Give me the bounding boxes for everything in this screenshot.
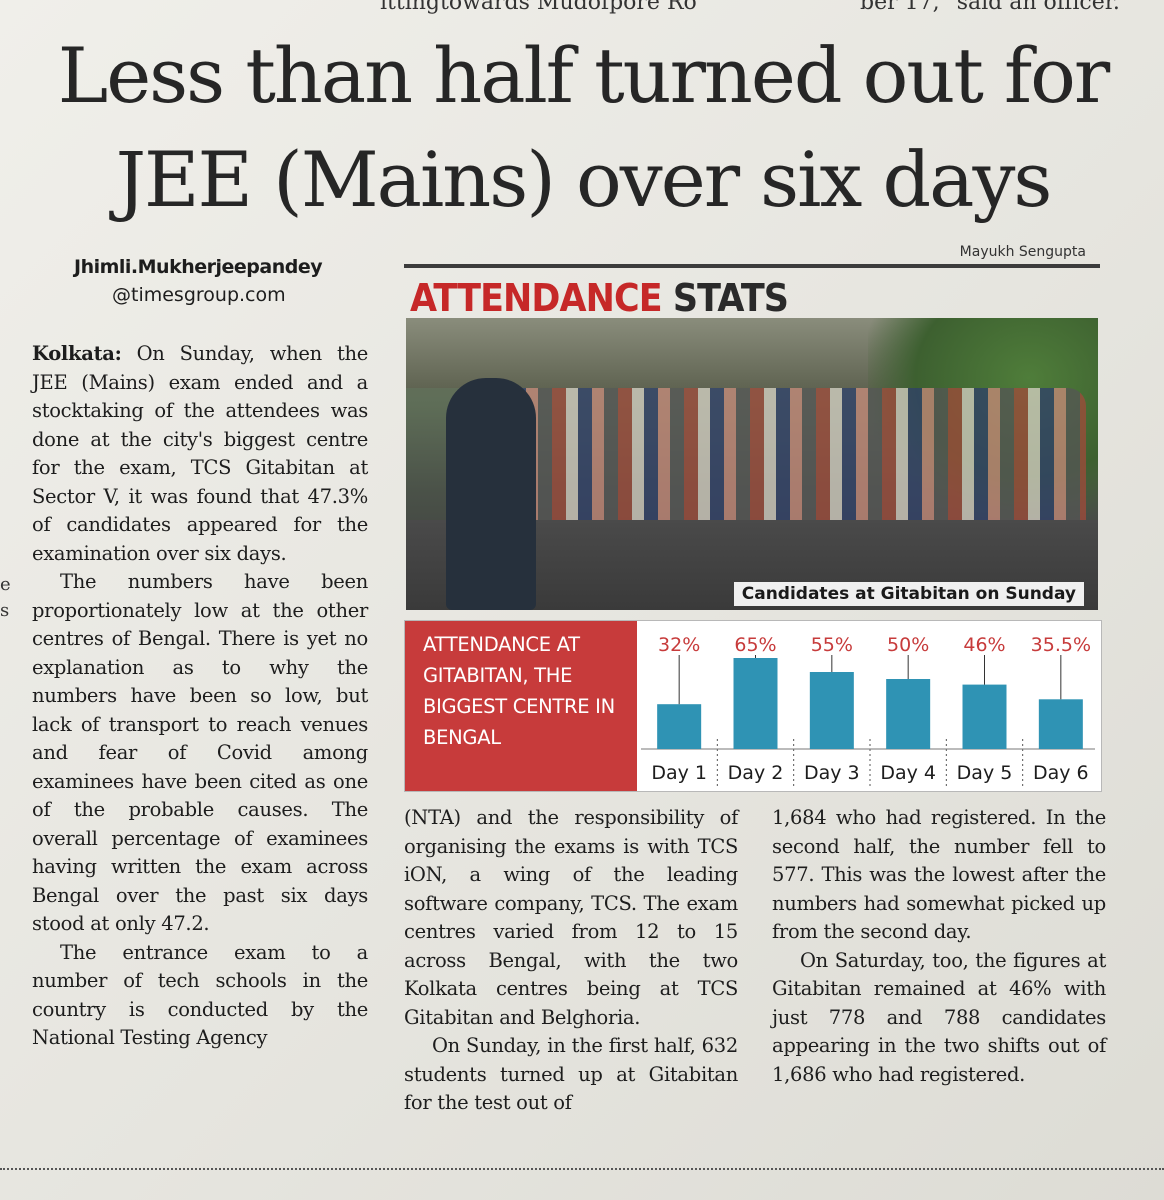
- paragraph: On Saturday, too, the figures at Gitabit…: [772, 948, 1106, 1086]
- paragraph: 1,684 who had registered. In the second …: [772, 806, 1106, 943]
- cut-off-text-right: ber 17," said an officer.: [860, 0, 1120, 14]
- data-label: 35.5%: [1031, 634, 1091, 656]
- paragraph: On Sunday, in the first half, 632 studen…: [404, 1034, 738, 1114]
- cut-off-text-strip: ittingtowards Mudofpore Ro ber 17," said…: [0, 0, 1164, 14]
- photo-officer: [446, 378, 536, 610]
- bar-day-4: [886, 679, 931, 749]
- bar-day-3: [809, 672, 854, 749]
- headline-line-1: Less than half turned out for: [57, 31, 1111, 120]
- headline-line-2: JEE (Mains) over six days: [115, 135, 1053, 224]
- margin-fragment: s: [0, 600, 10, 621]
- photo-crowd: [486, 388, 1086, 538]
- data-label: 46%: [963, 634, 1005, 656]
- data-label: 32%: [658, 634, 700, 656]
- chart-plot: 32% Day 1 65% Day 2 55% Day 3 50% Day 4 46% Day 5…: [641, 634, 1095, 786]
- category-label: Day 3: [804, 762, 860, 784]
- byline-name: Jhimli.Mukherjeepandey: [74, 256, 323, 278]
- bottom-dotted-rule: [0, 1168, 1164, 1170]
- data-label: 50%: [887, 634, 929, 656]
- category-label: Day 1: [651, 762, 707, 784]
- paragraph: On Sunday, when the JEE (Mains) exam end…: [32, 342, 368, 565]
- attendance-chart: ATTENDANCE AT GITABITAN, THE BIGGEST CEN…: [404, 620, 1102, 792]
- article-column-1: Kolkata: On Sunday, when the JEE (Mains)…: [32, 340, 368, 1053]
- margin-fragment: e: [0, 574, 11, 595]
- chart-title: ATTENDANCE AT GITABITAN, THE BIGGEST CEN…: [423, 633, 615, 749]
- article-column-2: (NTA) and the responsibility of organisi…: [404, 804, 738, 1118]
- headline: Less than half turned out for JEE (Mains…: [28, 24, 1138, 232]
- news-photo: Candidates at Gitabitan on Sunday: [406, 318, 1098, 610]
- paragraph: The numbers have been proportionately lo…: [32, 570, 368, 935]
- photo-credit: Mayukh Sengupta: [959, 244, 1086, 260]
- stats-heading-rest: STATS: [672, 276, 789, 320]
- data-label: 55%: [811, 634, 853, 656]
- category-label: Day 6: [1033, 762, 1089, 784]
- stats-heading-highlight: ATTENDANCE: [410, 276, 663, 320]
- category-label: Day 4: [880, 762, 936, 784]
- bar-day-1: [657, 704, 702, 749]
- article-column-3: 1,684 who had registered. In the second …: [772, 804, 1106, 1089]
- cut-off-text-left: ittingtowards Mudofpore Ro: [380, 0, 697, 14]
- dateline: Kolkata:: [32, 342, 122, 365]
- bar-day-6: [1038, 699, 1083, 749]
- paragraph: (NTA) and the responsibility of organisi…: [404, 806, 738, 1029]
- category-label: Day 5: [957, 762, 1013, 784]
- stats-heading: ATTENDANCE STATS: [410, 276, 789, 320]
- bar-day-2: [733, 658, 778, 749]
- chart-title-panel: ATTENDANCE AT GITABITAN, THE BIGGEST CEN…: [405, 621, 637, 791]
- paragraph: The entrance exam to a number of tech sc…: [32, 940, 368, 1050]
- data-label: 65%: [734, 634, 776, 656]
- photo-caption: Candidates at Gitabitan on Sunday: [733, 582, 1084, 606]
- section-rule: [404, 264, 1100, 268]
- byline-email: @timesgroup.com: [112, 284, 286, 306]
- bar-day-5: [962, 684, 1007, 749]
- category-label: Day 2: [728, 762, 784, 784]
